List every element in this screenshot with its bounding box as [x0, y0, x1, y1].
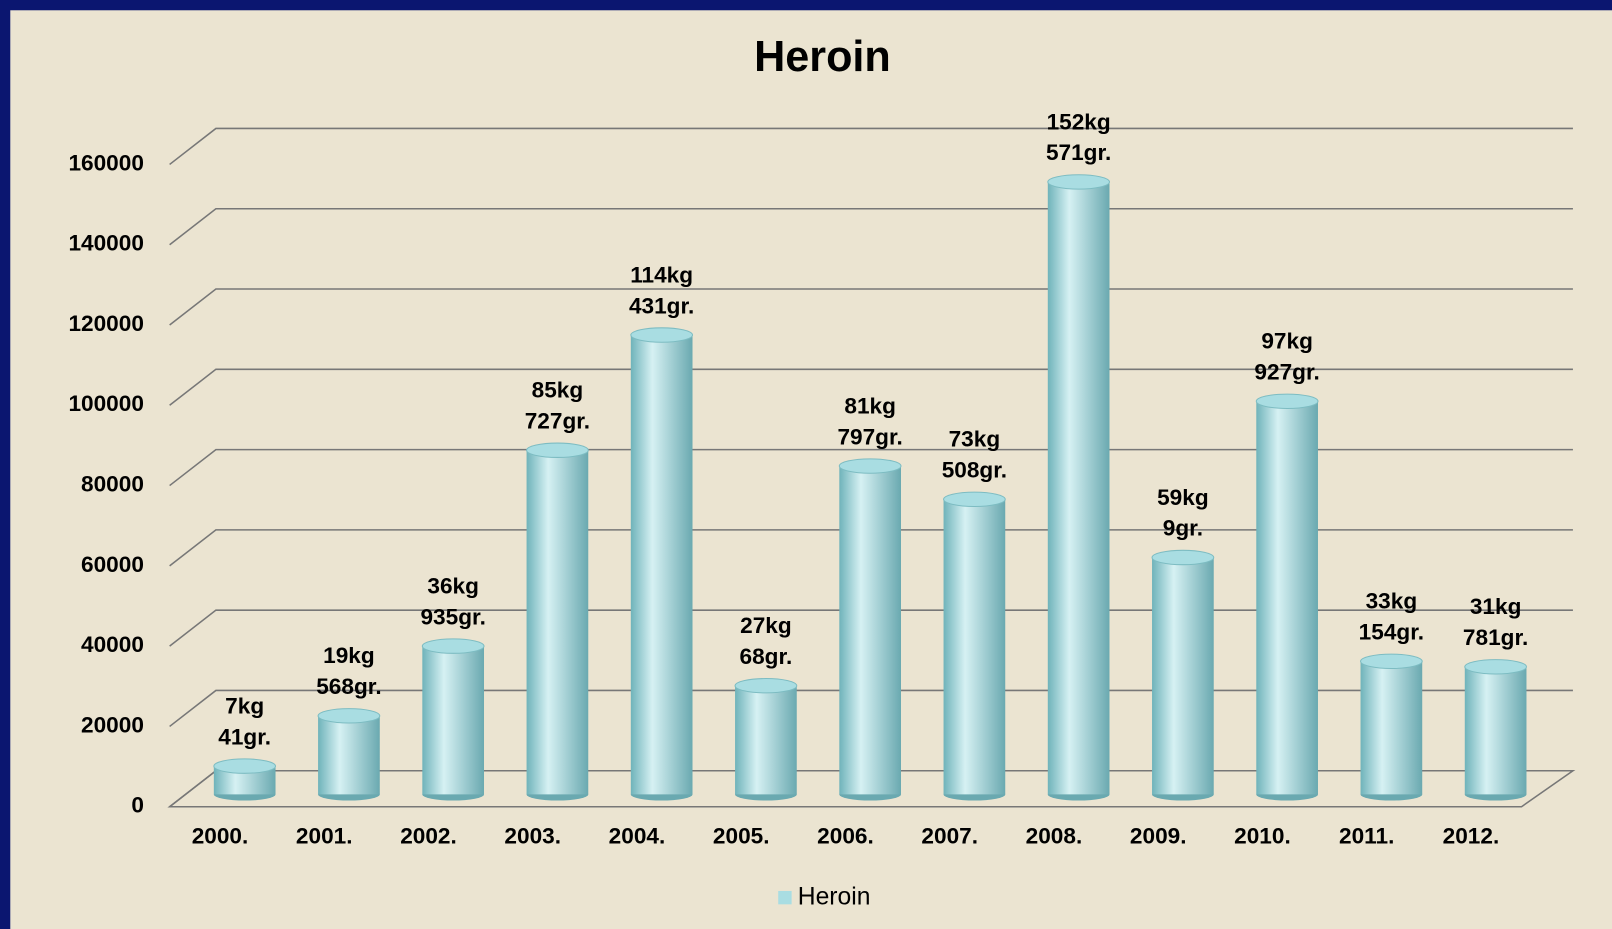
legend-swatch: [778, 890, 792, 905]
bar-top: [1255, 393, 1319, 409]
grid-line: [169, 127, 1573, 166]
grid-line: [169, 609, 1573, 647]
background: [10, 10, 1612, 929]
bar: [422, 646, 485, 795]
bar: [1152, 557, 1214, 795]
bar: [1047, 181, 1110, 795]
data-label: 31kg 781gr.: [1463, 594, 1528, 650]
x-tick-label: 2010.: [1234, 824, 1291, 849]
bar: [318, 715, 380, 795]
x-tick-label: 2009.: [1130, 824, 1187, 849]
bar-top: [1360, 653, 1423, 669]
x-tick-label: 2001.: [296, 824, 353, 849]
bar-top: [734, 678, 798, 694]
bar: [943, 499, 1006, 795]
grid-line: [169, 689, 1573, 728]
data-label: 19kg 568gr.: [316, 643, 381, 699]
y-tick-label: 100000: [68, 391, 143, 416]
bar: [1464, 666, 1527, 795]
bar: [1360, 661, 1423, 795]
bar-top: [1464, 659, 1527, 675]
x-tick-label: 2008.: [1026, 824, 1083, 849]
data-label: 33kg 154gr.: [1359, 589, 1424, 645]
y-tick-label: 120000: [68, 311, 143, 336]
bar-top: [1047, 174, 1110, 190]
bar: [839, 466, 901, 795]
bar-top: [630, 327, 694, 343]
bar-top: [526, 442, 589, 458]
data-label: 27kg 68gr.: [740, 613, 793, 669]
data-label: 97kg 927gr.: [1254, 329, 1319, 385]
x-tick-label: 2005.: [713, 824, 770, 849]
x-tick-label: 2011.: [1339, 824, 1394, 849]
grid-line: [169, 529, 1573, 567]
y-tick-label: 160000: [68, 150, 143, 175]
y-tick-label: 40000: [81, 632, 144, 657]
grid-line: [169, 288, 1573, 326]
bar: [526, 450, 589, 795]
data-label: 73kg 508gr.: [942, 427, 1007, 483]
grid-line: [169, 207, 1573, 246]
chart-title: Heroin: [754, 33, 891, 81]
y-tick-label: 60000: [81, 552, 144, 577]
y-tick-label: 0: [131, 793, 144, 818]
bar-top: [213, 758, 277, 774]
data-label: 152kg 571gr.: [1046, 109, 1111, 165]
data-label: 85kg 727gr.: [525, 378, 590, 434]
legend-label: Heroin: [798, 884, 871, 911]
x-tick-label: 2007.: [921, 824, 978, 849]
data-label: 81kg 797gr.: [837, 393, 902, 449]
x-tick-label: 2003.: [504, 824, 561, 849]
x-tick-label: 2000.: [192, 824, 249, 849]
bar-top: [943, 491, 1006, 508]
y-tick-label: 140000: [68, 231, 143, 256]
grid-line: [169, 448, 1573, 487]
y-tick-label: 80000: [81, 472, 144, 497]
bar-top: [1151, 549, 1215, 566]
bar: [1256, 401, 1318, 795]
data-label: 36kg 935gr.: [420, 574, 485, 630]
x-tick-label: 2004.: [609, 824, 666, 849]
bar-top: [421, 638, 485, 654]
bar-top: [317, 708, 381, 724]
bar-top: [838, 458, 902, 474]
grid-line: [169, 368, 1573, 406]
x-tick-label: 2002.: [400, 824, 457, 849]
bar: [735, 685, 797, 795]
x-tick-label: 2006.: [817, 824, 874, 849]
data-label: 114kg 431gr.: [629, 262, 694, 318]
data-label: 7kg 41gr.: [218, 694, 271, 750]
y-tick-label: 20000: [81, 712, 144, 737]
bar: [630, 335, 693, 795]
data-label: 59kg 9gr.: [1157, 485, 1209, 541]
x-tick-label: 2012.: [1443, 824, 1500, 849]
